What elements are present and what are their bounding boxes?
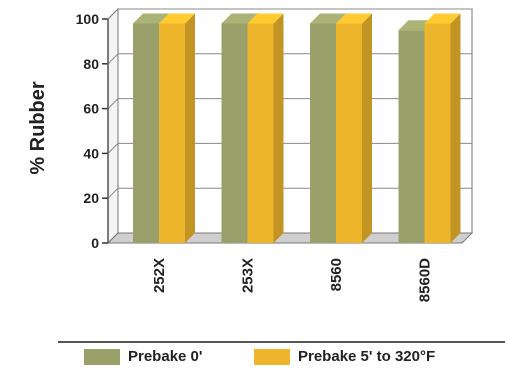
y-tick-label-2: 40 bbox=[83, 145, 99, 161]
bar-front bbox=[310, 23, 336, 244]
bar-side bbox=[273, 13, 284, 244]
y-axis-label: % Rubber bbox=[27, 81, 49, 175]
bar-side bbox=[362, 13, 372, 244]
legend-swatch-prebake-5 bbox=[254, 348, 290, 365]
bar-top bbox=[133, 13, 169, 24]
bar-top bbox=[424, 13, 461, 24]
bar-front bbox=[159, 23, 185, 244]
bar-8560-series-1 bbox=[336, 13, 372, 244]
bar-top bbox=[336, 13, 372, 24]
bar-252X-series-1 bbox=[159, 13, 195, 244]
bar-top bbox=[159, 13, 195, 24]
bars bbox=[133, 13, 461, 244]
legend-label-prebake-5: Prebake 5' to 320°F bbox=[298, 348, 436, 365]
x-categories: 252X 253X 8560 8560D bbox=[151, 258, 434, 302]
legend-item-prebake-5: Prebake 5' to 320°F bbox=[254, 348, 435, 365]
y-ticks: 0 20 40 60 80 100 bbox=[76, 11, 109, 251]
legend-label-prebake-0: Prebake 0' bbox=[128, 348, 203, 365]
bar-253X-series-1 bbox=[247, 13, 284, 244]
y-tick-label-5: 100 bbox=[76, 11, 100, 27]
y-tick-label-4: 80 bbox=[83, 56, 99, 72]
legend-item-prebake-0: Prebake 0' bbox=[84, 348, 202, 365]
legend: Prebake 0' Prebake 5' to 320°F bbox=[58, 341, 505, 371]
gridline-side-5 bbox=[107, 8, 119, 20]
bar-side bbox=[185, 13, 195, 244]
gridline-side-3 bbox=[107, 98, 119, 109]
bar-front bbox=[336, 23, 362, 244]
legend-swatch-prebake-0 bbox=[84, 348, 120, 365]
bar-top bbox=[310, 13, 346, 24]
bar-front bbox=[398, 30, 425, 244]
y-tick-label-0: 0 bbox=[91, 235, 99, 251]
bar-top bbox=[247, 13, 284, 24]
bar-front bbox=[133, 23, 159, 244]
bar-front bbox=[247, 23, 274, 244]
bar-front bbox=[424, 23, 451, 244]
x-tick-label-0: 252X bbox=[151, 258, 168, 293]
y-tick-label-3: 60 bbox=[83, 101, 99, 117]
gridline-side-2 bbox=[107, 143, 119, 154]
gridline-side-1 bbox=[107, 187, 119, 199]
x-tick-label-1: 253X bbox=[240, 258, 257, 293]
bar-chart: 0 20 40 60 80 100 252X 253X 8560 8560D % Rubber bbox=[27, 7, 474, 302]
y-tick-label-1: 20 bbox=[83, 190, 99, 206]
bar-8560D-series-1 bbox=[424, 13, 461, 244]
side-wall bbox=[107, 7, 119, 245]
bar-side bbox=[450, 13, 461, 244]
x-tick-label-2: 8560 bbox=[328, 258, 345, 291]
gridline-side-4 bbox=[107, 53, 119, 65]
bar-front bbox=[221, 23, 248, 244]
bar-top bbox=[221, 13, 258, 24]
x-tick-label-3: 8560D bbox=[417, 258, 434, 302]
